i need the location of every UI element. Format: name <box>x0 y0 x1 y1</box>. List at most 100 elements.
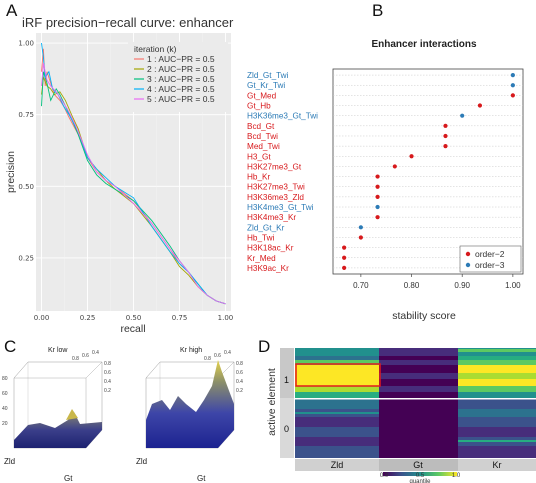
heat-cell <box>295 373 379 379</box>
row-label: H3_Gt <box>247 152 271 161</box>
colorbar-label: quantile <box>409 479 431 483</box>
heat-stripe <box>458 440 536 442</box>
group-label-0: 0 <box>284 424 289 434</box>
row-label: H3K4me3_Kr <box>247 213 296 222</box>
stability-dot <box>342 245 347 250</box>
zld-tick: 0.6 <box>236 370 243 376</box>
x-tick: 0.90 <box>454 281 470 290</box>
legend-dot-order3 <box>465 262 471 268</box>
panel-b-xlabel: stability score <box>392 310 456 322</box>
panel-b-legend-box <box>459 245 522 273</box>
heat-cell <box>379 427 458 437</box>
surface-kr-high-title: Kr high <box>180 347 202 354</box>
x-tick: 0.80 <box>404 281 420 290</box>
group-separator <box>295 398 536 400</box>
panel-c: Kr low 80 60 40 20 0.8 0.6 0.4 0.8 0.6 0… <box>2 347 243 483</box>
x-tick: 0.50 <box>126 314 142 322</box>
heat-cell <box>458 356 536 360</box>
legend-dot-order2 <box>465 251 471 257</box>
group-band-0 <box>280 398 294 458</box>
legend-items: 1 : AUC−PR = 0.52 : AUC−PR = 0.53 : AUC−… <box>134 54 215 104</box>
stability-dot <box>375 204 380 210</box>
surface-kr-high: Kr high 0.8 0.6 0.4 0.8 0.6 0.4 0.2 Zld … <box>136 347 243 483</box>
heat-cell <box>458 392 536 398</box>
legend-order3: order−3 <box>475 260 505 270</box>
gt-tick: 0.8 <box>204 356 211 362</box>
row-label: H3K9ac_Kr <box>247 264 289 273</box>
x-tick: 0.75 <box>172 314 188 322</box>
z-tick: 80 <box>2 376 8 382</box>
col-label-gt: Gt <box>413 460 423 470</box>
col-label-kr: Kr <box>493 460 502 470</box>
legend-item: 2 : AUC−PR = 0.5 <box>147 64 215 74</box>
heat-cell <box>458 399 536 409</box>
col-band-zld <box>295 459 379 471</box>
stability-dot <box>477 103 483 108</box>
row-label: H3K18ac_Kr <box>247 244 294 253</box>
row-label: Gt_Med <box>247 91 277 100</box>
row-label: H3K27me3_Gt <box>247 162 302 171</box>
panel-a-letter: A <box>6 1 18 20</box>
heat-cell <box>295 360 379 365</box>
heat-cell <box>379 365 458 373</box>
group-band-1 <box>280 348 294 398</box>
row-label: H3K36me3_Zld <box>247 193 304 202</box>
heat-cell <box>295 417 379 427</box>
heat-stripe <box>295 412 379 414</box>
stability-dot <box>460 113 465 118</box>
heat-cell <box>379 392 458 398</box>
panel-d: active element 1 0 Zld Gt Kr 0.0 0.5 1.0… <box>266 348 536 483</box>
z-tick: 40 <box>2 406 8 412</box>
stability-dot <box>510 72 515 78</box>
zld-tick: 0.2 <box>236 388 243 394</box>
stability-dot <box>375 215 380 220</box>
panel-d-letter: D <box>258 337 270 356</box>
stability-dot <box>409 154 414 159</box>
colorbar-tick: 0.0 <box>380 473 389 479</box>
pr-line-4 <box>41 42 226 305</box>
legend-item: 4 : AUC−PR = 0.5 <box>147 84 215 94</box>
legend-item: 3 : AUC−PR = 0.5 <box>147 74 215 84</box>
row-label: Gt_Hb <box>247 102 271 111</box>
legend-title: iteration (k) <box>134 44 177 54</box>
row-label: Hb_Kr <box>247 173 270 182</box>
stability-dot <box>358 235 363 240</box>
heat-cell <box>379 437 458 446</box>
heat-cell <box>458 360 536 365</box>
row-label: Zld_Gt_Kr <box>247 223 285 232</box>
heat-cell <box>295 392 379 398</box>
stability-dot <box>443 123 448 128</box>
stability-dot <box>342 265 347 271</box>
panel-b-legend: order−2 order−3 <box>459 245 522 273</box>
pr-line-5 <box>41 63 226 305</box>
legend-bg <box>128 42 228 112</box>
heat-cell <box>458 365 536 373</box>
stability-dot <box>375 194 380 199</box>
heat-cell <box>295 348 379 356</box>
heat-cell <box>295 446 379 458</box>
gt-tick: 0.4 <box>224 350 231 356</box>
row-label: Zld_Gt_Twi <box>247 71 289 80</box>
heat-cell <box>379 386 458 392</box>
row-label: Bcd_Twi <box>247 132 278 141</box>
axis-gt-left: Gt <box>64 474 73 483</box>
row-label: Gt_Kr_Twi <box>247 81 285 90</box>
panel-a-xlabel: recall <box>120 323 145 335</box>
surface-kr-high-mesh <box>146 360 234 448</box>
z-tick: 60 <box>2 391 8 397</box>
heat-cell <box>379 417 458 427</box>
heat-cell <box>379 379 458 386</box>
row-label: H3K4me3_Gt_Twi <box>247 203 314 212</box>
y-tick: 1.00 <box>18 40 34 48</box>
panel-b: Enhancer interactions Zld_Gt_TwiGt_Kr_Tw… <box>247 39 524 322</box>
stability-dot <box>375 174 380 179</box>
x-tick: 1.00 <box>218 314 234 322</box>
heat-cell <box>458 417 536 427</box>
legend-order2: order−2 <box>475 249 505 259</box>
z-tick: 20 <box>2 421 8 427</box>
stability-dot <box>375 184 380 189</box>
panel-c-letter: C <box>4 337 16 356</box>
zld-tick: 0.4 <box>236 379 243 385</box>
heat-cell <box>295 379 379 386</box>
